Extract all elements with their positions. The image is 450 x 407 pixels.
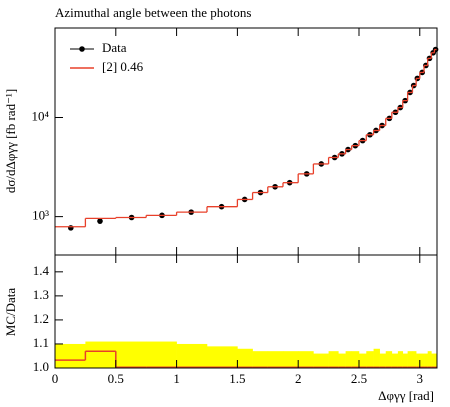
- data-point: [68, 225, 74, 231]
- x-tick-label: 1.5: [229, 371, 245, 386]
- uncertainty-band: [282, 351, 299, 368]
- ratio-y-axis-label: MC/Data: [3, 288, 18, 337]
- y-tick-label: 1.1: [33, 335, 49, 350]
- x-tick-label: 2: [295, 371, 302, 386]
- uncertainty-band: [427, 351, 432, 368]
- uncertainty-band: [397, 351, 404, 368]
- uncertainty-band: [412, 351, 417, 368]
- chart-title: Azimuthal angle between the photons: [55, 5, 251, 20]
- uncertainty-band: [345, 351, 352, 368]
- legend-label: Data: [102, 40, 127, 55]
- uncertainty-band: [313, 353, 329, 368]
- uncertainty-band: [55, 343, 86, 368]
- uncertainty-band: [419, 353, 425, 368]
- uncertainty-band: [267, 351, 284, 368]
- uncertainty-band: [373, 348, 380, 368]
- uncertainty-band: [338, 353, 346, 368]
- x-tick-label: 0: [52, 371, 59, 386]
- uncertainty-band: [115, 341, 147, 368]
- uncertainty-band: [366, 351, 374, 368]
- uncertainty-band: [351, 351, 360, 368]
- uncertainty-band: [391, 353, 399, 368]
- y-tick-label: 1.3: [33, 287, 49, 302]
- y-tick-label: 1.0: [33, 359, 49, 374]
- y-tick-label: 1.4: [33, 263, 50, 278]
- uncertainty-band: [402, 353, 408, 368]
- x-tick-label: 3: [417, 371, 424, 386]
- y-tick-label: 1.2: [33, 311, 49, 326]
- uncertainty-band: [424, 353, 428, 368]
- data-point: [97, 218, 103, 224]
- uncertainty-band: [431, 353, 435, 368]
- uncertainty-band: [146, 341, 177, 368]
- uncertainty-band: [85, 341, 117, 368]
- x-axis-label: Δφγγ [rad]: [378, 388, 434, 403]
- uncertainty-band: [434, 353, 438, 368]
- uncertainty-band: [379, 353, 387, 368]
- uncertainty-band: [237, 348, 253, 368]
- plot-frame: [54, 254, 438, 369]
- uncertainty-band: [298, 351, 314, 368]
- y-tick-label: 10⁴: [31, 108, 49, 123]
- uncertainty-band: [358, 353, 367, 368]
- uncertainty-band: [176, 343, 208, 368]
- uncertainty-band: [385, 351, 393, 368]
- uncertainty-band: [206, 346, 238, 368]
- uncertainty-band: [328, 351, 339, 368]
- uncertainty-band: [407, 351, 413, 368]
- uncertainty-band: [252, 351, 269, 368]
- x-tick-label: 2.5: [351, 371, 367, 386]
- x-tick-label: 0.5: [108, 371, 124, 386]
- y-axis-label: dσ/dΔφγγ [fb rad⁻¹]: [3, 89, 18, 193]
- legend-marker: [79, 46, 85, 52]
- x-tick-label: 1: [173, 371, 180, 386]
- uncertainty-band: [416, 353, 421, 368]
- y-tick-label: 10³: [32, 208, 49, 223]
- legend-label: [2] 0.46: [102, 59, 144, 74]
